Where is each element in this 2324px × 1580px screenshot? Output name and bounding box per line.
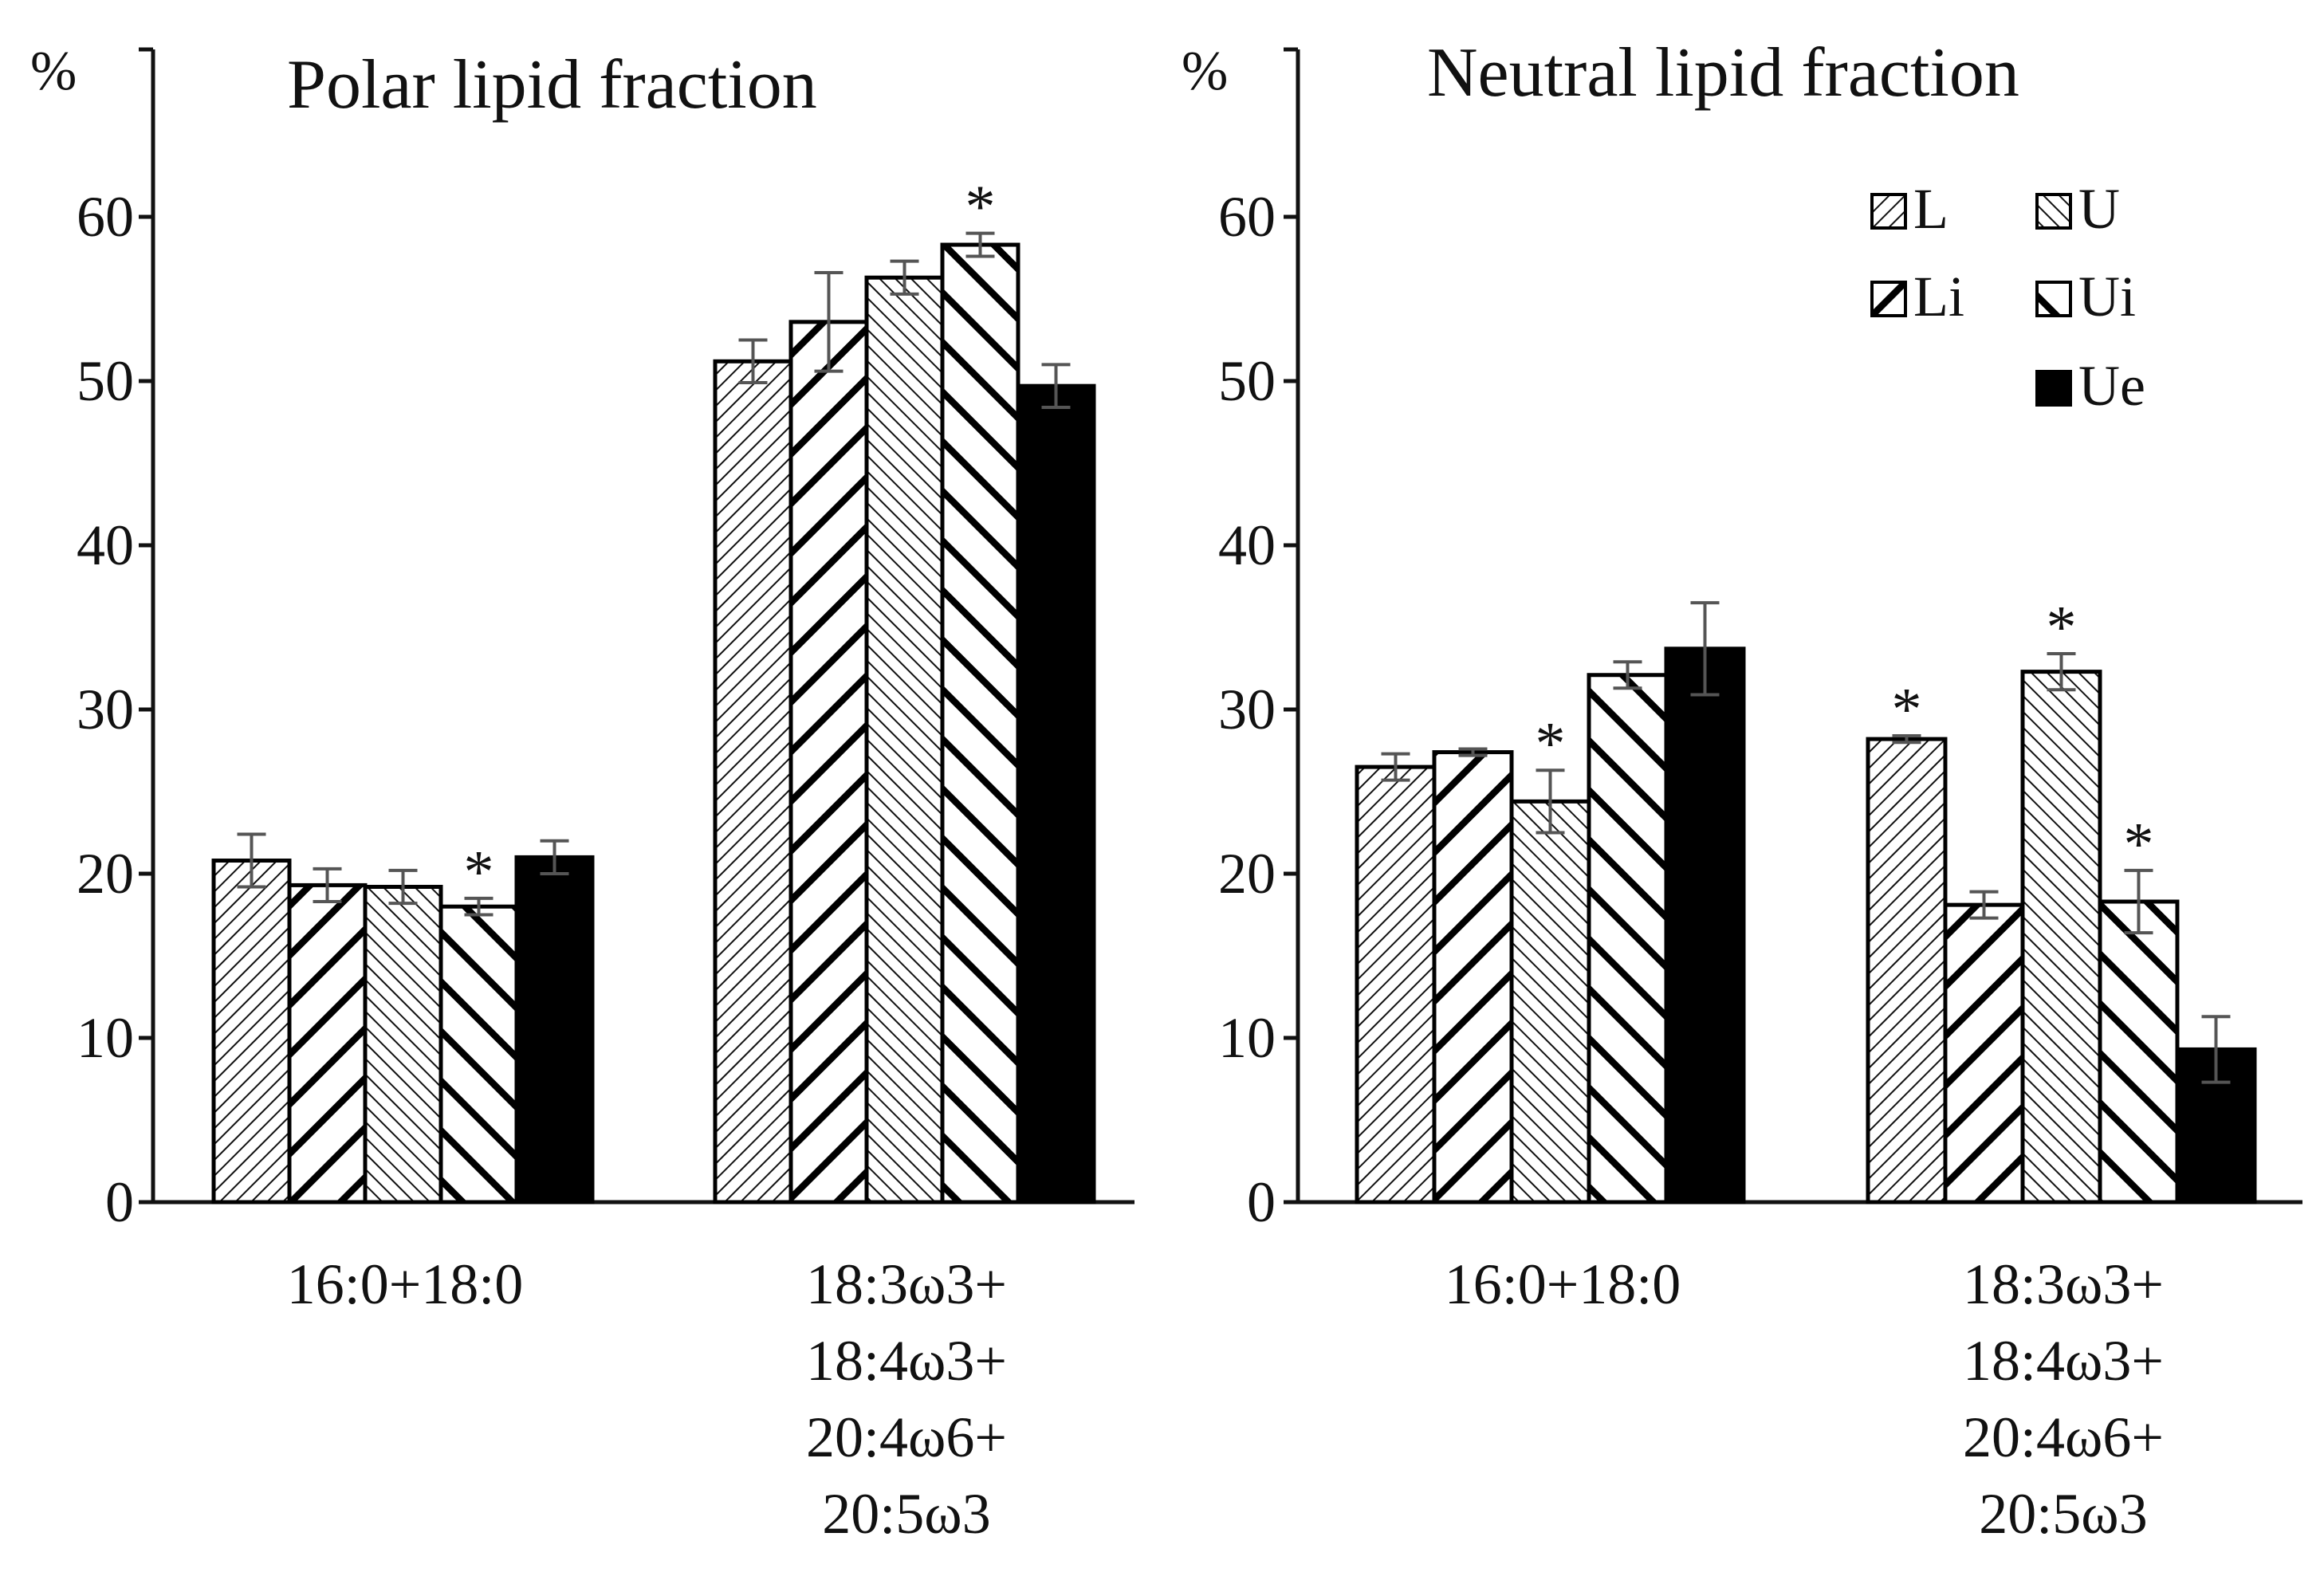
bar-li — [287, 882, 368, 1205]
bar-l — [211, 859, 292, 1205]
legend-label-ue: Ue — [2078, 354, 2145, 418]
legend-label-li: Li — [1913, 265, 1964, 328]
chart-title: Polar lipid fraction — [287, 46, 817, 124]
significance-marker: * — [2047, 594, 2077, 661]
legend-swatch-ui — [2035, 281, 2072, 317]
y-tick-label: 20 — [1218, 842, 1276, 906]
category-label: 16:0+18:0 — [1445, 1252, 1681, 1316]
y-tick-label: 40 — [1218, 513, 1276, 577]
category-label-line: 16:0+18:0 — [1445, 1252, 1681, 1316]
significance-marker: * — [464, 839, 494, 906]
y-axis-unit-label: % — [30, 41, 77, 102]
category-label-line: 18:3ω3+ — [806, 1252, 1007, 1316]
significance-marker: * — [2124, 811, 2154, 878]
bar-li — [788, 320, 869, 1205]
category-label-line: 20:5ω3 — [822, 1482, 990, 1546]
bar-l — [1355, 764, 1437, 1205]
y-tick-label: 10 — [1218, 1006, 1276, 1070]
y-tick-label: 60 — [1218, 185, 1276, 249]
bar-l — [713, 359, 793, 1205]
bar-ui — [1587, 673, 1669, 1205]
y-tick-label: 60 — [77, 185, 134, 249]
bar-u — [2020, 670, 2102, 1205]
legend-label-l: L — [1913, 177, 1948, 241]
bar-li — [1943, 902, 2025, 1205]
y-tick-label: 50 — [1218, 349, 1276, 413]
category-label-line: 20:4ω6+ — [806, 1405, 1007, 1469]
legend-swatch-u — [2035, 193, 2072, 230]
y-tick-label: 20 — [77, 842, 134, 906]
y-tick-label: 40 — [77, 513, 134, 577]
bar-ui — [438, 904, 519, 1205]
bar-ue — [1016, 383, 1096, 1205]
bar-ui — [940, 242, 1020, 1205]
category-label: 18:3ω3+ 18:4ω3+ 20:4ω6+ 20:5ω3 — [1963, 1252, 2164, 1546]
category-label: 16:0+18:0 — [287, 1252, 524, 1316]
bars: * * * * — [1355, 594, 2257, 1205]
category-label-line: 20:4ω6+ — [1963, 1405, 2164, 1469]
significance-marker: * — [1892, 676, 1922, 743]
y-ticks: 0 10 20 30 40 50 60 — [1218, 185, 1298, 1234]
neutral-lipid-panel: % Neutral lipid fraction * * * * 0 10 20 30 40 5… — [1182, 34, 2302, 1546]
bar-ue — [1664, 647, 1746, 1205]
legend-label-ui: Ui — [2078, 265, 2136, 328]
bar-ui — [2098, 899, 2180, 1205]
legend-label-u: U — [2078, 177, 2120, 241]
bar-u — [864, 275, 945, 1205]
legend-swatch-li — [1870, 281, 1907, 317]
legend-swatch-ue — [2035, 370, 2072, 407]
category-labels: 16:0+18:0 18:3ω3+ 18:4ω3+ 20:4ω6+ 20:5ω3 — [287, 1252, 1007, 1546]
y-tick-label: 0 — [1247, 1170, 1276, 1234]
polar-lipid-panel: % Polar lipid fraction ** 0102030405060 … — [30, 41, 1134, 1546]
bar-u — [1509, 799, 1591, 1205]
bars: ** — [211, 174, 1096, 1205]
legend: L U Li Ui Ue — [1870, 177, 2145, 418]
y-tick-label: 30 — [77, 678, 134, 741]
legend-swatch-l — [1870, 193, 1907, 230]
y-tick-label: 10 — [77, 1006, 134, 1070]
category-label-line: 18:4ω3+ — [1963, 1329, 2164, 1393]
bar-l — [1866, 737, 1948, 1205]
y-axis-unit-label: % — [1182, 41, 1228, 102]
category-label-line: 18:3ω3+ — [1963, 1252, 2164, 1316]
y-ticks: 0 10 20 30 40 50 60 — [77, 185, 153, 1234]
significance-marker: * — [1536, 710, 1566, 777]
category-label-line: 16:0+18:0 — [287, 1252, 524, 1316]
category-labels: 16:0+18:0 18:3ω3+ 18:4ω3+ 20:4ω6+ 20:5ω3 — [1445, 1252, 2164, 1546]
y-tick-label: 30 — [1218, 678, 1276, 741]
y-tick-label: 0 — [105, 1170, 134, 1234]
bar-li — [1432, 750, 1514, 1205]
chart-title: Neutral lipid fraction — [1427, 34, 2019, 112]
category-label-line: 20:5ω3 — [1979, 1482, 2147, 1546]
y-tick-label: 50 — [77, 349, 134, 413]
significance-marker: * — [965, 174, 996, 241]
bar-ue — [514, 855, 595, 1205]
bar-u — [363, 884, 443, 1205]
category-label-line: 18:4ω3+ — [806, 1329, 1007, 1393]
category-label: 18:3ω3+ 18:4ω3+ 20:4ω6+ 20:5ω3 — [806, 1252, 1007, 1546]
